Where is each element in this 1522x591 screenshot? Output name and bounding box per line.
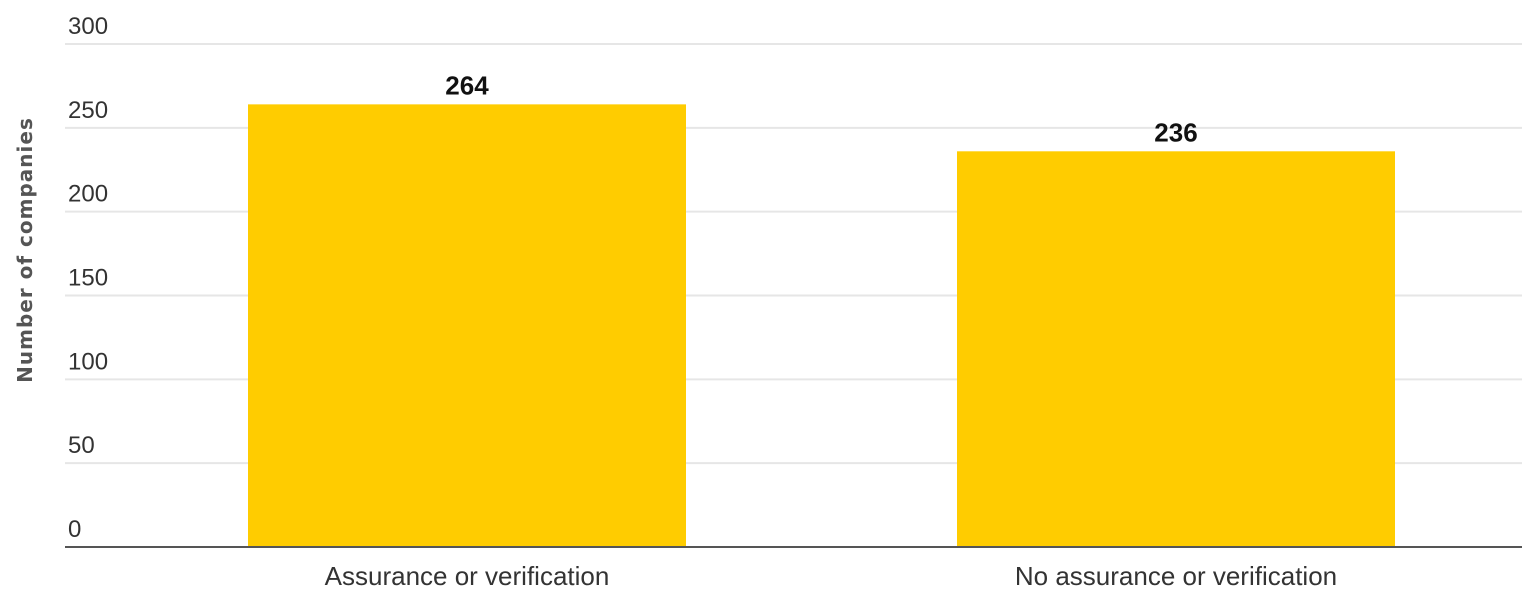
y-tick-label: 0 (68, 516, 81, 543)
y-tick-label: 50 (68, 432, 95, 459)
bar-value-label: 264 (445, 70, 489, 100)
y-axis-title: Number of companies (13, 117, 37, 383)
y-axis-ticks: 0 50 100 150 200 250 300 (68, 13, 108, 543)
x-category-label: Assurance or verification (325, 561, 610, 591)
data-labels: 264 236 (445, 70, 1197, 147)
y-tick-label: 300 (68, 13, 108, 40)
y-tick-label: 200 (68, 181, 108, 208)
bar (957, 151, 1395, 547)
bars (248, 104, 1395, 548)
y-tick-label: 100 (68, 348, 108, 375)
bar-value-label: 236 (1154, 117, 1197, 147)
x-axis-categories: Assurance or verification No assurance or… (325, 561, 1337, 591)
y-tick-label: 250 (68, 97, 108, 124)
x-category-label: No assurance or verification (1015, 561, 1337, 591)
y-tick-label: 150 (68, 265, 108, 292)
bar (248, 104, 686, 548)
